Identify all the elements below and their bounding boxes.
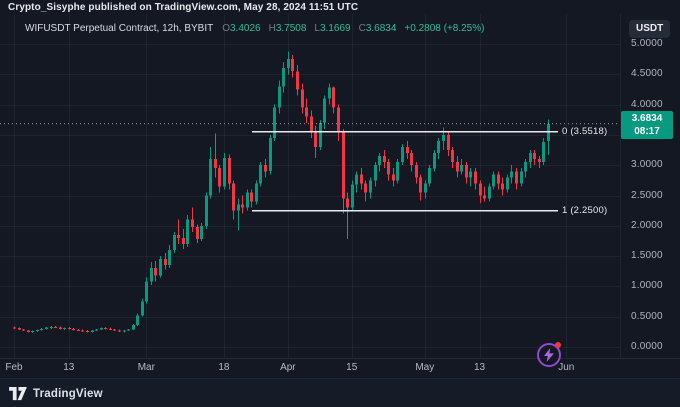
tradingview-wordmark[interactable]: TradingView — [33, 387, 103, 400]
lightning-marker-icon[interactable] — [537, 342, 561, 367]
price-axis-label: 1.5000 — [631, 250, 663, 262]
symbol-title: WIFUSDT Perpetual Contract, 12h, BYBIT — [25, 22, 214, 34]
ohlc-open: O3.4026 — [222, 22, 261, 34]
symbol-legend: WIFUSDT Perpetual Contract, 12h, BYBIT O… — [25, 22, 484, 34]
grid — [0, 14, 620, 358]
level-label-1: 1 (2.2500) — [562, 204, 608, 216]
alert-dot — [555, 342, 561, 348]
last-price-value: 3.6834 — [631, 112, 663, 124]
price-axis[interactable]: 5.00004.50004.00003.50003.00002.50002.00… — [620, 14, 680, 358]
ohlc-low: L3.1669 — [314, 22, 351, 34]
tradingview-logo-icon[interactable] — [9, 386, 27, 401]
lightning-bolt-icon — [544, 348, 554, 362]
time-axis-label: Jun — [558, 362, 575, 373]
price-axis-label: 2.5000 — [631, 189, 663, 201]
change-value: +0.2808 (+8.25%) — [404, 22, 485, 34]
last-price-badge: 3.6834 08:17 — [621, 110, 673, 139]
publish-info-text: Crypto_Sisyphe published on TradingView.… — [8, 2, 359, 13]
time-axis-label: Mar — [137, 362, 155, 373]
price-axis-label: 3.0000 — [631, 159, 663, 171]
price-axis-label: 1.0000 — [631, 280, 663, 292]
price-axis-label: 2.0000 — [631, 219, 663, 231]
candlestick-plot[interactable] — [0, 14, 620, 358]
price-axis-label: 4.5000 — [631, 68, 663, 80]
time-axis-label: 15 — [346, 362, 358, 373]
ohlc-high: H3.7508 — [268, 22, 307, 34]
footer-bar: TradingView — [0, 378, 680, 407]
price-axis-label: 4.0000 — [631, 98, 663, 110]
time-axis-label: 13 — [63, 362, 75, 373]
price-axis-label: 0.0000 — [631, 341, 663, 352]
level-label-0: 0 (3.5518) — [562, 125, 608, 137]
candles — [13, 51, 550, 334]
bar-countdown: 08:17 — [634, 125, 660, 137]
currency-toggle-button[interactable]: USDT — [629, 20, 671, 38]
time-axis[interactable]: Feb 13 Mar 18 Apr 15 May 13 Jun — [0, 358, 680, 379]
price-axis-label: 5.0000 — [631, 38, 663, 49]
publish-info-bar: Crypto_Sisyphe published on TradingView.… — [0, 0, 680, 15]
time-axis-label: 18 — [218, 362, 230, 373]
price-axis-label: 0.5000 — [631, 310, 663, 322]
time-axis-label: Feb — [5, 362, 23, 373]
time-axis-label: May — [415, 362, 435, 373]
time-axis-label: Apr — [280, 362, 296, 373]
ohlc-close: C3.6834 — [358, 22, 397, 34]
time-axis-label: 13 — [473, 362, 486, 373]
chart-area[interactable]: WIFUSDT Perpetual Contract, 12h, BYBIT O… — [0, 14, 680, 367]
